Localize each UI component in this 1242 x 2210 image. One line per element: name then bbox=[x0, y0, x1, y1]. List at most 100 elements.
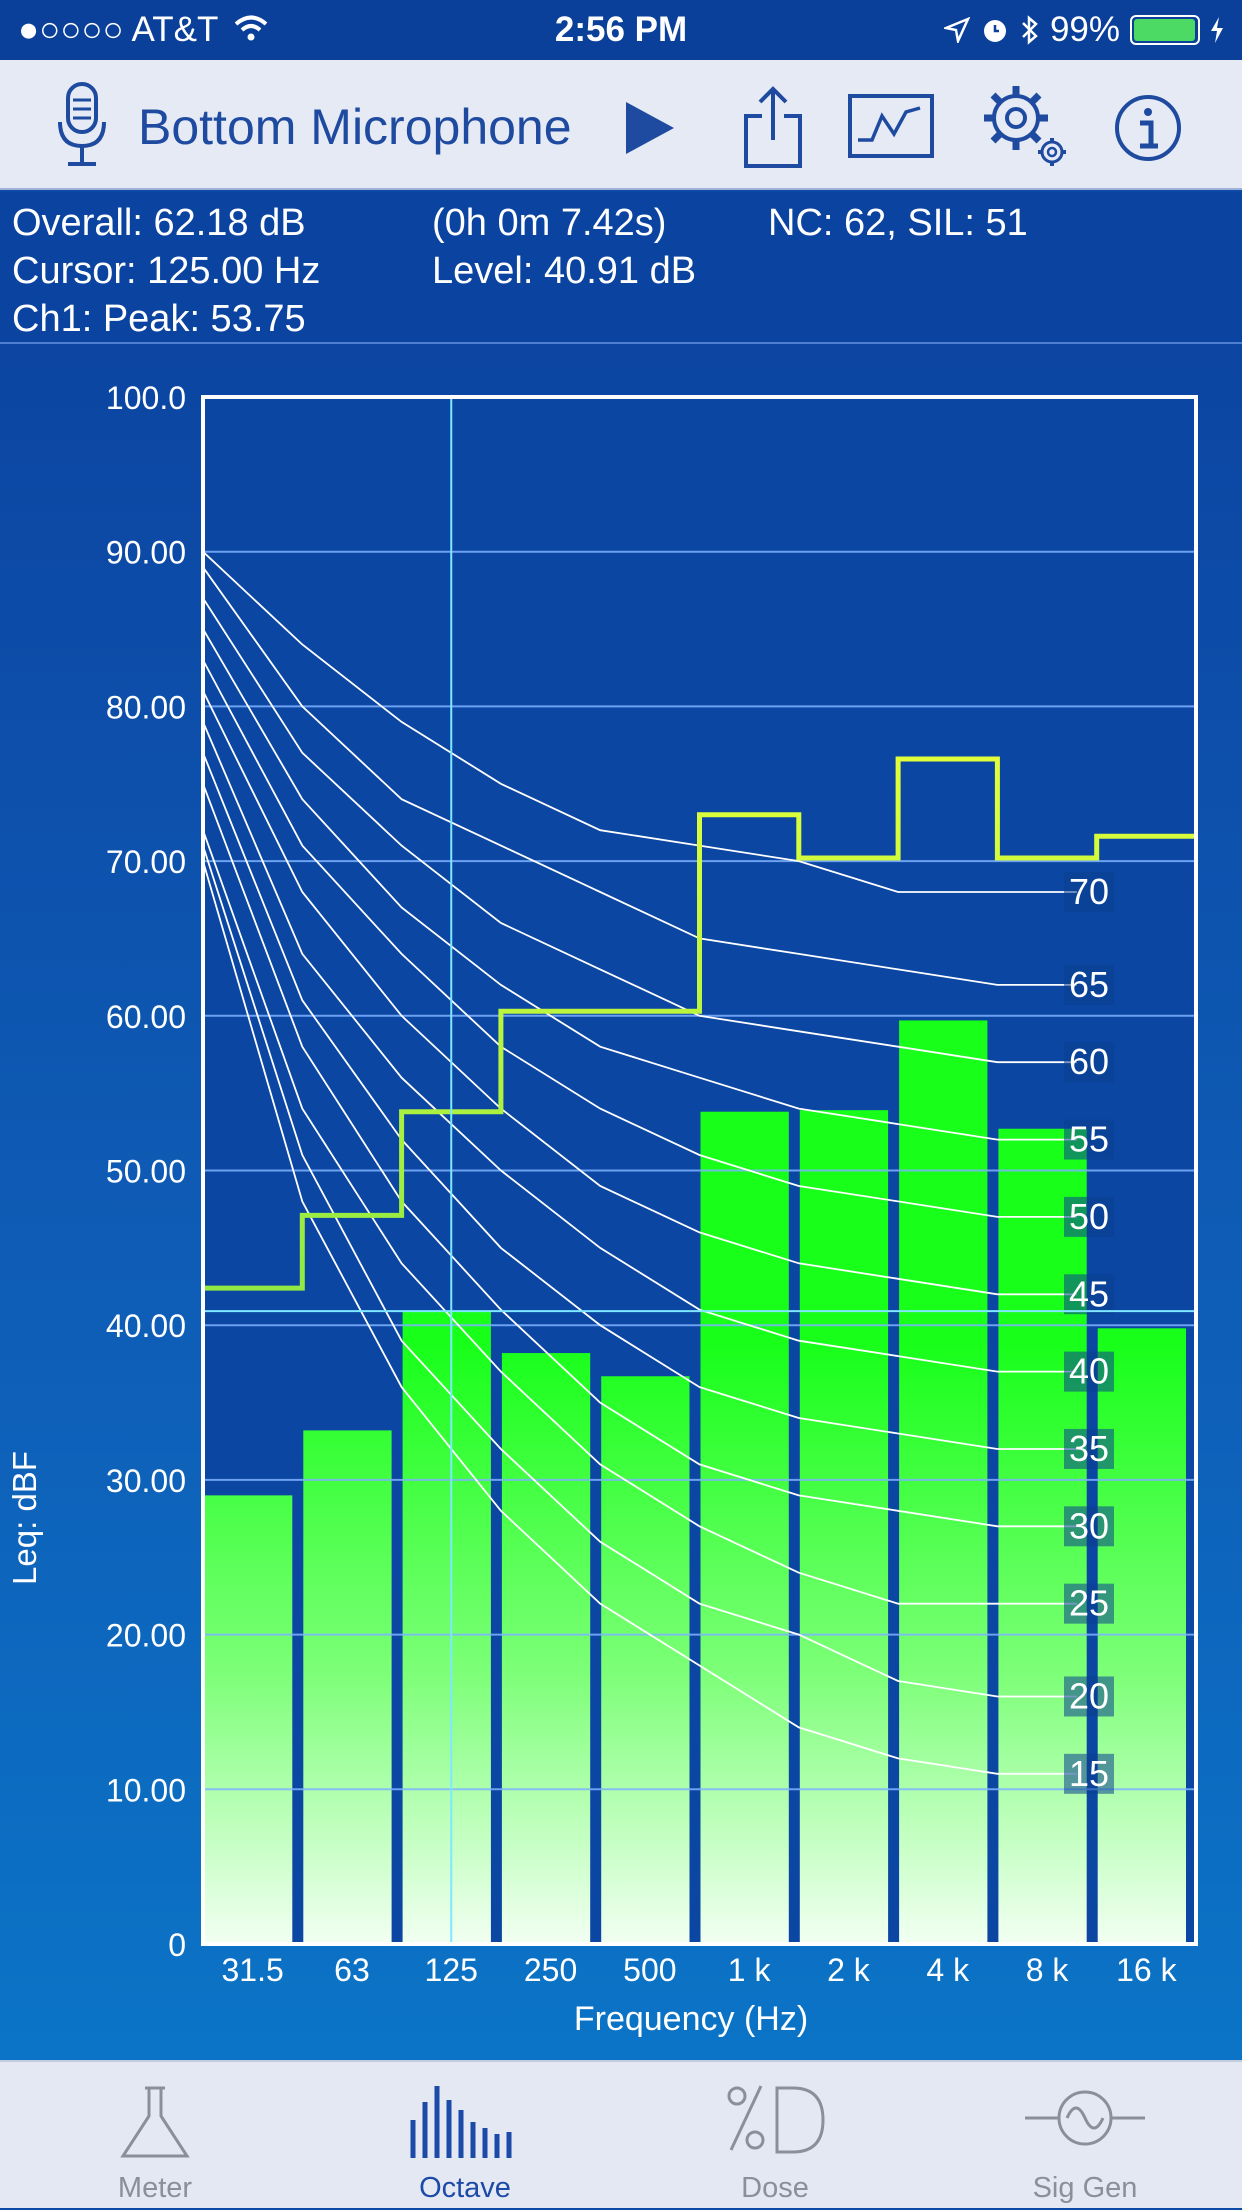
nc-label-55: 55 bbox=[1069, 1119, 1109, 1160]
bar-63 bbox=[303, 1430, 392, 1944]
bar-125 bbox=[402, 1311, 491, 1944]
nc-label-25: 25 bbox=[1069, 1583, 1109, 1624]
tab-sig-gen-label: Sig Gen bbox=[1032, 2172, 1138, 2204]
nc-label-20: 20 bbox=[1069, 1675, 1109, 1716]
bar-2k bbox=[799, 1110, 889, 1944]
x-tick-label: 4 k bbox=[926, 1952, 970, 1988]
bar-4k bbox=[899, 1020, 988, 1944]
cursor-level: Level: 40.91 dB bbox=[432, 250, 697, 292]
battery-icon bbox=[1130, 15, 1200, 45]
plot-border bbox=[201, 395, 1198, 1946]
play-icon[interactable] bbox=[624, 100, 676, 156]
wifi-icon bbox=[234, 15, 268, 41]
x-tick-label: 2 k bbox=[827, 1952, 871, 1988]
carrier-label: ●○○○○ AT&T bbox=[18, 10, 219, 49]
y-tick-label: 50.00 bbox=[106, 1154, 186, 1190]
microphone-icon[interactable] bbox=[56, 82, 108, 170]
nc-label-bg-35 bbox=[1064, 1428, 1114, 1469]
tab-dose[interactable]: Dose bbox=[620, 2062, 930, 2210]
y-tick-label: 70.00 bbox=[106, 844, 186, 880]
x-tick-label: 125 bbox=[425, 1952, 478, 1988]
x-tick-label: 8 k bbox=[1026, 1952, 1070, 1988]
nc-label-bg-50 bbox=[1064, 1196, 1114, 1237]
octave-chart-area[interactable]: Leq: dBF Frequency (Hz) 70 65 60 55 50 45 40 35… bbox=[0, 344, 1242, 2060]
tab-meter[interactable]: Meter bbox=[0, 2062, 310, 2210]
nc-label-35: 35 bbox=[1069, 1428, 1109, 1469]
nc-label-15: 15 bbox=[1069, 1753, 1109, 1794]
nc-curve-60 bbox=[202, 597, 1077, 1064]
nc-sil-rating: NC: 62, SIL: 51 bbox=[768, 202, 1028, 244]
tab-meter-label: Meter bbox=[117, 2172, 193, 2204]
nc-label-bg-45 bbox=[1064, 1274, 1114, 1315]
battery-percent: 99% bbox=[1049, 10, 1120, 49]
tab-octave[interactable]: Octave bbox=[310, 2062, 620, 2210]
info-icon[interactable] bbox=[1114, 94, 1182, 162]
nc-label-30: 30 bbox=[1069, 1505, 1109, 1546]
graph-icon[interactable] bbox=[848, 94, 934, 158]
nc-label-65: 65 bbox=[1069, 964, 1109, 1005]
nc-label-bg-20 bbox=[1064, 1676, 1114, 1717]
nc-label-40: 40 bbox=[1069, 1351, 1109, 1392]
x-tick-label: 250 bbox=[524, 1952, 577, 1988]
settings-icon[interactable] bbox=[980, 82, 1072, 172]
x-tick-label: 1 k bbox=[728, 1952, 772, 1988]
charging-icon bbox=[1211, 17, 1223, 43]
clock: 2:56 PM bbox=[554, 10, 688, 49]
nc-curve-25 bbox=[202, 829, 1077, 1605]
elapsed-time: (0h 0m 7.42s) bbox=[432, 202, 667, 244]
nc-curve-65 bbox=[202, 566, 1077, 986]
tab-dose-label: Dose bbox=[741, 2172, 809, 2204]
y-tick-label: 40.00 bbox=[106, 1308, 186, 1344]
alarm-icon bbox=[983, 20, 1006, 42]
x-tick-label: 31.5 bbox=[222, 1952, 284, 1988]
nc-label-bg-15 bbox=[1064, 1753, 1114, 1794]
octave-chart[interactable]: Leq: dBF Frequency (Hz) 70 65 60 55 50 45 40 35… bbox=[0, 344, 1242, 2060]
nc-label-45: 45 bbox=[1069, 1273, 1109, 1314]
cursor-frequency: Cursor: 125.00 Hz bbox=[12, 250, 321, 292]
nc-label-bg-55 bbox=[1064, 1119, 1114, 1160]
nc-label-bg-40 bbox=[1064, 1351, 1114, 1392]
nc-curve-40 bbox=[202, 721, 1077, 1373]
y-tick-label: 0 bbox=[168, 1927, 186, 1963]
y-tick-label: 20.00 bbox=[106, 1618, 186, 1654]
y-tick-label: 100.0 bbox=[106, 380, 186, 416]
nc-label-50: 50 bbox=[1069, 1196, 1109, 1237]
y-tick-label: 60.00 bbox=[106, 999, 186, 1035]
y-tick-label: 80.00 bbox=[106, 689, 186, 725]
bar-31.5 bbox=[204, 1495, 293, 1944]
bluetooth-icon bbox=[1022, 15, 1038, 45]
tab-octave-label: Octave bbox=[419, 2172, 511, 2204]
nc-label-bg-30 bbox=[1064, 1506, 1114, 1547]
bar-500 bbox=[601, 1376, 690, 1944]
share-icon[interactable] bbox=[742, 86, 804, 170]
nc-label-bg-25 bbox=[1064, 1583, 1114, 1624]
nc-label-60: 60 bbox=[1069, 1041, 1109, 1082]
location-icon bbox=[943, 17, 970, 43]
x-axis-label: Frequency (Hz) bbox=[574, 2000, 808, 2038]
nc-curve-20 bbox=[202, 845, 1077, 1698]
tab-bar: Meter Octave Dose Sig Gen bbox=[0, 2060, 1242, 2208]
y-tick-label: 10.00 bbox=[106, 1772, 186, 1808]
nc-curve-15 bbox=[202, 860, 1077, 1775]
nc-label-bg-70 bbox=[1064, 872, 1114, 913]
toolbar: Bottom Microphone bbox=[0, 60, 1242, 190]
tab-sig-gen[interactable]: Sig Gen bbox=[930, 2062, 1240, 2210]
y-axis-label: Leq: dBF bbox=[6, 1451, 43, 1585]
y-tick-label: 90.00 bbox=[106, 535, 186, 571]
bar-1k bbox=[700, 1111, 789, 1944]
x-tick-label: 16 k bbox=[1116, 1952, 1177, 1988]
bar-250 bbox=[501, 1353, 591, 1944]
input-source-label[interactable]: Bottom Microphone bbox=[138, 99, 572, 155]
nc-label-70: 70 bbox=[1069, 871, 1109, 912]
x-tick-label: 500 bbox=[623, 1952, 676, 1988]
x-tick-label: 63 bbox=[334, 1952, 370, 1988]
nc-label-bg-60 bbox=[1064, 1042, 1114, 1083]
octave-bars-icon bbox=[410, 2086, 512, 2158]
status-bar: ●○○○○ AT&T 2:56 PM 99% bbox=[0, 0, 1242, 60]
flask-icon bbox=[120, 2086, 190, 2158]
nc-curve-35 bbox=[202, 752, 1077, 1450]
bar-16k bbox=[1097, 1328, 1186, 1944]
nc-curve-30 bbox=[202, 783, 1077, 1528]
peak-hold-line bbox=[203, 756, 1196, 1291]
nc-curve-45 bbox=[202, 690, 1077, 1296]
